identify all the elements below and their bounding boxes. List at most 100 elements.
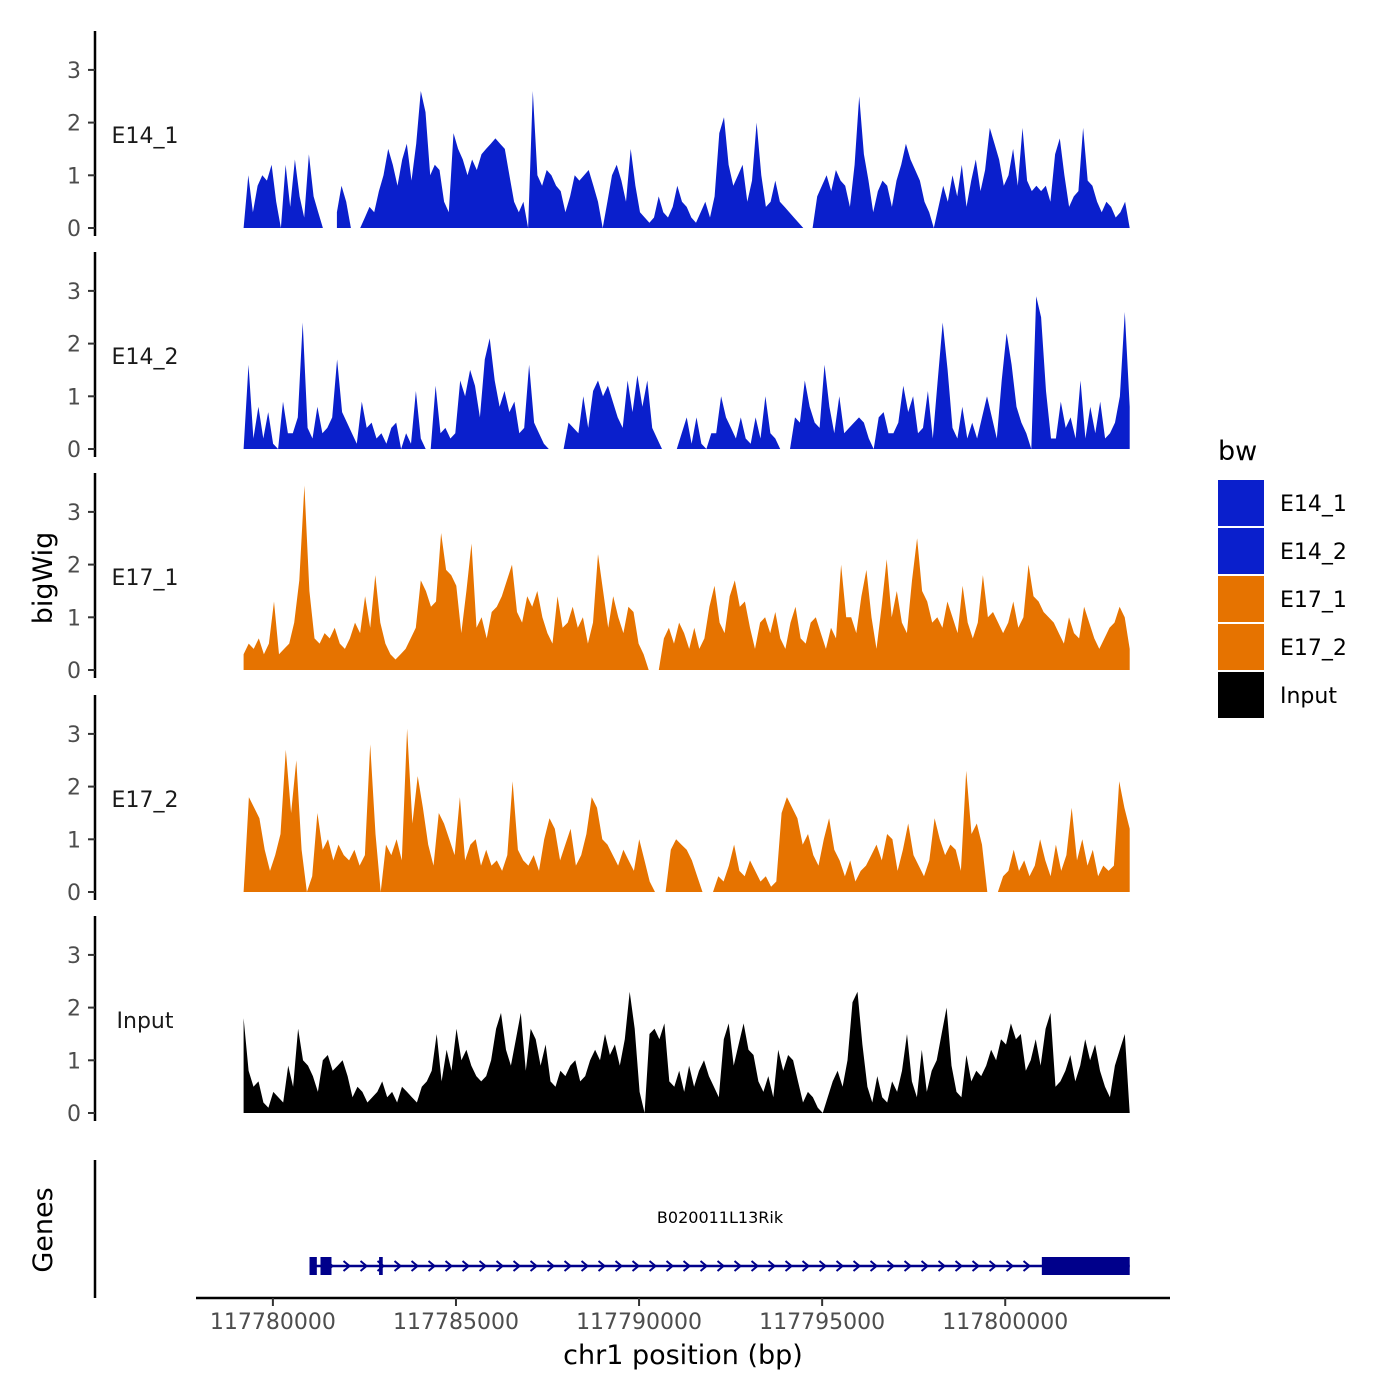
area-segment-E14_2: [676, 396, 781, 449]
legend-swatch-Input: [1218, 672, 1264, 718]
track-label: E17_2: [112, 788, 179, 813]
y-tick-label: 3: [67, 280, 81, 305]
gene-exon: [379, 1257, 383, 1275]
area-segment-E17_1: [243, 485, 649, 670]
y-tick-label: 1: [67, 164, 81, 189]
area-segment-E17_2: [713, 770, 988, 892]
strand-arrow: [478, 1260, 488, 1272]
legend-label: E14_2: [1280, 540, 1347, 565]
strand-arrow: [410, 1260, 420, 1272]
y-tick-label: 3: [67, 59, 81, 84]
gene-track: B020011L13Rik: [93, 1160, 1130, 1298]
strand-arrow: [784, 1260, 794, 1272]
strand-arrow: [665, 1260, 675, 1272]
y-tick-label: 1: [67, 606, 81, 631]
y-tick-label: 2: [67, 554, 81, 579]
strand-arrow: [716, 1260, 726, 1272]
strand-arrow: [886, 1260, 896, 1272]
track-Input: 0 1 2 3 Input: [67, 916, 1130, 1127]
x-tick-label: 117795000: [759, 1310, 885, 1335]
y-axis-title: bigWig: [28, 532, 59, 625]
area-segment-E14_1: [243, 154, 323, 228]
strand-arrow: [427, 1260, 437, 1272]
legend-title: bw: [1218, 436, 1257, 467]
area-segment-E17_1: [658, 538, 1130, 670]
strand-arrow: [359, 1260, 369, 1272]
gene-label: B020011L13Rik: [657, 1208, 784, 1227]
y-tick-label: 3: [67, 723, 81, 748]
strand-arrow: [971, 1260, 981, 1272]
area-segment-E14_2: [563, 375, 662, 449]
x-tick-label: 117790000: [576, 1310, 702, 1335]
legend-swatch-E14_1: [1218, 480, 1264, 526]
y-tick-label: 2: [67, 112, 81, 137]
strand-arrow: [818, 1260, 828, 1272]
strand-arrow: [597, 1260, 607, 1272]
area-segment-E17_2: [243, 728, 655, 892]
track-E14_2: 0 1 2 3 E14_2: [67, 252, 1130, 463]
track-E14_1: 0 1 2 3 E14_1: [67, 31, 1130, 242]
strand-arrow: [614, 1260, 624, 1272]
strand-arrow: [512, 1260, 522, 1272]
strand-arrow: [546, 1260, 556, 1272]
gene-exon: [309, 1257, 317, 1275]
y-tick-label: 2: [67, 997, 81, 1022]
strand-arrow: [342, 1260, 352, 1272]
y-tick-label: 0: [67, 1102, 81, 1127]
area-segment-E14_1: [812, 96, 1130, 228]
y-tick-label: 2: [67, 776, 81, 801]
y-tick-label: 0: [67, 659, 81, 684]
strand-arrow: [750, 1260, 760, 1272]
strand-arrow: [648, 1260, 658, 1272]
strand-arrow: [852, 1260, 862, 1272]
track-label: E17_1: [112, 566, 179, 591]
x-tick-label: 117800000: [942, 1310, 1068, 1335]
strand-arrow: [835, 1260, 845, 1272]
y-tick-label: 1: [67, 1049, 81, 1074]
strand-arrow: [733, 1260, 743, 1272]
strand-arrow: [699, 1260, 709, 1272]
strand-arrow: [767, 1260, 777, 1272]
y-tick-label: 2: [67, 333, 81, 358]
genes-axis-title: Genes: [28, 1187, 59, 1272]
strand-arrow: [495, 1260, 505, 1272]
strand-arrow: [1005, 1260, 1015, 1272]
y-tick-label: 0: [67, 438, 81, 463]
area-segment-E14_1: [336, 185, 351, 228]
area-segment-E14_2: [243, 322, 549, 449]
tracks-layer: 0 1 2 3 E14_1 0 1 2 3 E14_2 0 1 2 3 E17_1 0 1 2 3 E17_2 0 1 2 3…: [67, 31, 1130, 1127]
x-axis-title: chr1 position (bp): [563, 1340, 803, 1371]
legend: bw E14_1 E14_2 E17_1 E17_2 Input: [1218, 436, 1347, 718]
legend-label: Input: [1280, 684, 1337, 709]
strand-arrow: [393, 1260, 403, 1272]
strand-arrow: [869, 1260, 879, 1272]
y-tick-label: 1: [67, 828, 81, 853]
area-segment-E14_1: [360, 91, 804, 228]
track-label: E14_2: [112, 345, 179, 370]
track-label: Input: [117, 1009, 174, 1034]
strand-arrow: [954, 1260, 964, 1272]
y-tick-label: 0: [67, 217, 81, 242]
track-E17_1: 0 1 2 3 E17_1: [67, 473, 1130, 684]
y-tick-label: 1: [67, 385, 81, 410]
legend-swatch-E14_2: [1218, 528, 1264, 574]
strand-arrow: [631, 1260, 641, 1272]
strand-arrow: [988, 1260, 998, 1272]
gene-exon: [320, 1257, 332, 1275]
area-segment-E14_2: [790, 296, 1130, 449]
strand-arrow: [444, 1260, 454, 1272]
strand-arrow: [903, 1260, 913, 1272]
strand-arrow: [801, 1260, 811, 1272]
area-segment-E17_2: [997, 781, 1130, 892]
y-tick-label: 3: [67, 501, 81, 526]
strand-arrow: [920, 1260, 930, 1272]
area-segment-E17_2: [665, 839, 703, 892]
x-tick-label: 117785000: [393, 1310, 519, 1335]
strand-arrow: [461, 1260, 471, 1272]
strand-arrow: [580, 1260, 590, 1272]
gene-exon: [1041, 1257, 1130, 1275]
y-tick-label: 0: [67, 881, 81, 906]
strand-arrow: [1022, 1260, 1032, 1272]
area-segment-Input: [243, 991, 1130, 1113]
